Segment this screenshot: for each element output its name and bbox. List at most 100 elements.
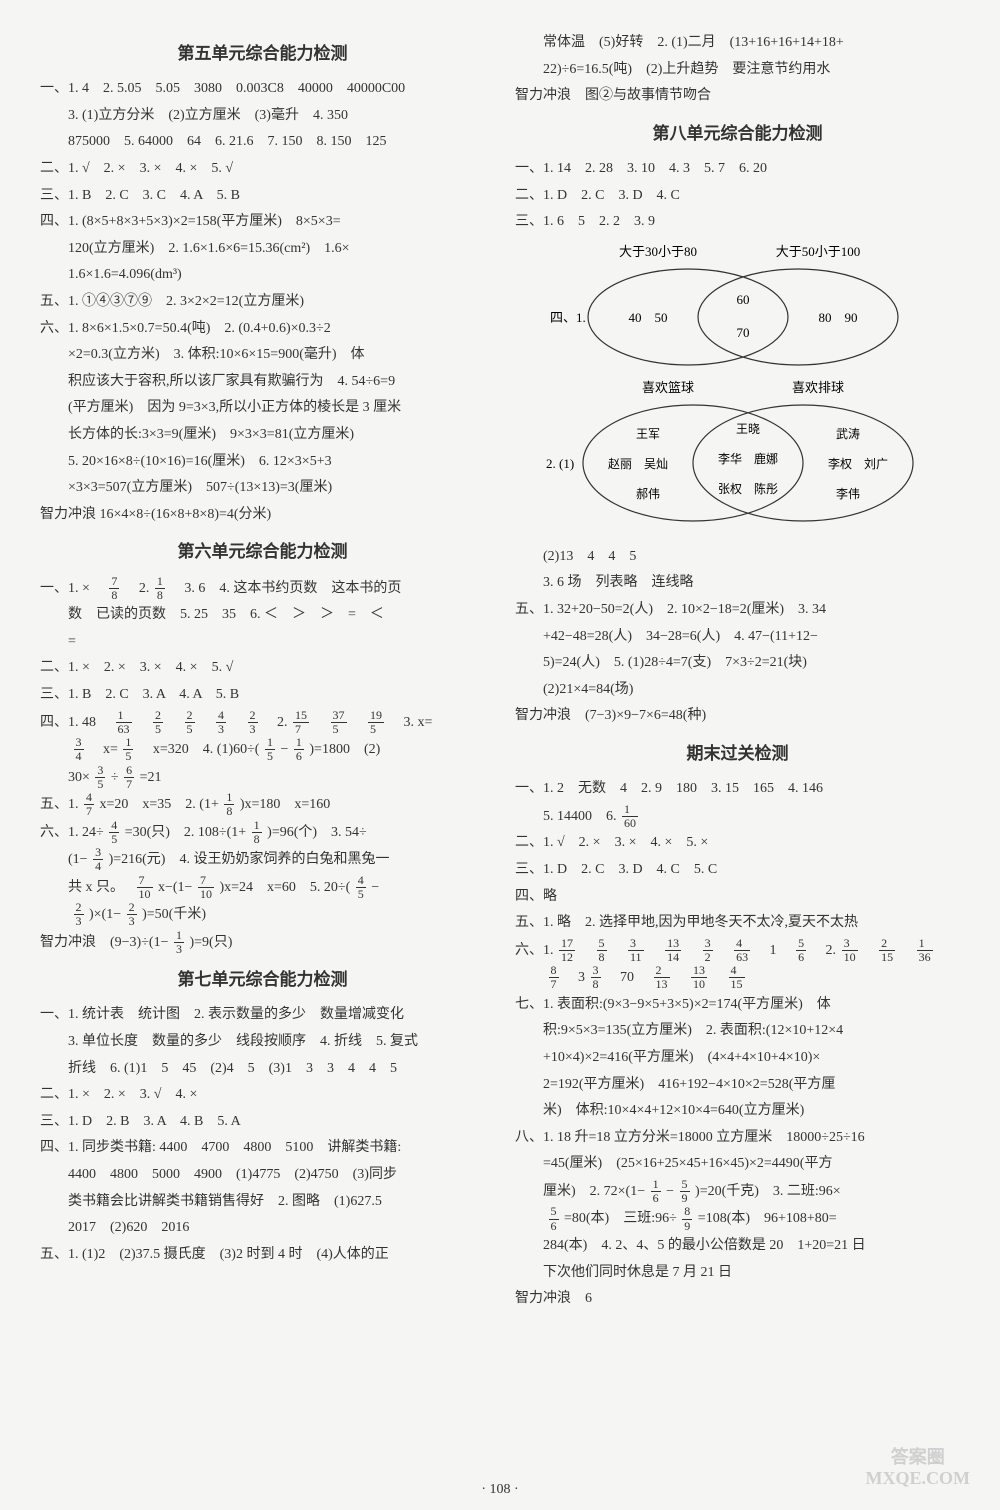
text-line: 六、1. 8×6×1.5×0.7=50.4(吨) 2. (0.4+0.6)×0.… xyxy=(40,316,485,343)
fraction: 23 xyxy=(74,901,84,928)
svg-text:张权 陈彤: 张权 陈彤 xyxy=(717,481,777,496)
t: =108(本) 96+108+80= xyxy=(698,1211,837,1226)
fraction: 58 xyxy=(597,937,607,964)
fraction: 463 xyxy=(734,937,750,964)
t: =30(只) 2. 108÷(1+ xyxy=(125,824,246,839)
text-line: 五、1. ①④③⑦⑨ 2. 3×2×2=12(立方厘米) xyxy=(40,289,485,316)
t: 一、1. × xyxy=(40,581,104,596)
t: )x=24 x=60 5. 20÷( xyxy=(219,879,350,894)
fraction: 18 xyxy=(252,819,262,846)
fraction: 16 xyxy=(294,736,304,763)
text-line: 四、1. 48 163 25 25 43 23 2. 157 375 195 3… xyxy=(40,709,485,737)
text-line: 智力冲浪 6 xyxy=(515,1286,960,1313)
text-line: +42−48=28(人) 34−28=6(人) 4. 47−(11+12− xyxy=(515,624,960,651)
svg-text:四、1.: 四、1. xyxy=(550,310,586,325)
t: 六、1. 24÷ xyxy=(40,824,104,839)
fraction: 1310 xyxy=(691,964,707,991)
t: )=216(元) 4. 设王奶奶家饲养的白兔和黑兔一 xyxy=(109,852,390,867)
fraction: 18 xyxy=(155,575,165,602)
fraction: 45 xyxy=(356,874,366,901)
text-line: 2=192(平方厘米) 416+192−4×10×2=528(平方厘 xyxy=(515,1072,960,1099)
fraction: 67 xyxy=(124,764,134,791)
text-line: 共 x 只。 710 x−(1− 710 )x=24 x=60 5. 20÷( … xyxy=(40,874,485,902)
fraction: 375 xyxy=(331,709,347,736)
t: )=1800 (2) xyxy=(309,742,380,757)
text-line: ×3×3=507(立方厘米) 507÷(13×13)=3(厘米) xyxy=(40,475,485,502)
text-line: 智力冲浪 (9−3)÷(1− 13 )=9(只) xyxy=(40,929,485,957)
text-line: 下次他们同时休息是 7 月 21 日 xyxy=(515,1260,960,1287)
t: =21 xyxy=(140,769,162,784)
svg-text:喜欢篮球: 喜欢篮球 xyxy=(641,380,693,395)
text-line: 一、1. 4 2. 5.05 5.05 3080 0.003C8 40000 4… xyxy=(40,76,485,103)
t: − xyxy=(280,742,288,757)
two-column-layout: 第五单元综合能力检测 一、1. 4 2. 5.05 5.05 3080 0.00… xyxy=(40,30,960,1480)
t: )=96(个) 3. 54÷ xyxy=(267,824,367,839)
svg-text:2. (1): 2. (1) xyxy=(546,456,574,471)
fraction: 47 xyxy=(84,791,94,818)
watermark-text: 答案圈 xyxy=(866,1447,970,1469)
text-line: (2)21×4=84(场) xyxy=(515,677,960,704)
t: − xyxy=(371,879,379,894)
svg-text:大于30小于80: 大于30小于80 xyxy=(618,244,696,259)
fraction: 136 xyxy=(917,937,933,964)
fraction: 1712 xyxy=(559,937,575,964)
fraction: 415 xyxy=(729,964,745,991)
text-line: 智力冲浪 16×4×8÷(16×8+8×8)=4(分米) xyxy=(40,502,485,529)
t: 70 xyxy=(606,970,648,985)
text-line: 二、1. × 2. × 3. × 4. × 5. √ xyxy=(40,655,485,682)
text-line: 厘米) 2. 72×(1− 16 − 59 )=20(千克) 3. 二班:96× xyxy=(515,1178,960,1206)
fraction: 16 xyxy=(651,1178,661,1205)
text-line: =45(厘米) (25×16+25×45+16×45)×2=4490(平方 xyxy=(515,1151,960,1178)
text-line: 三、1. B 2. C 3. C 4. A 5. B xyxy=(40,183,485,210)
fraction: 25 xyxy=(153,709,163,736)
t: x= xyxy=(89,742,118,757)
fraction: 23 xyxy=(127,901,137,928)
fraction: 56 xyxy=(549,1205,559,1232)
t xyxy=(40,742,68,757)
t: x=320 4. (1)60÷( xyxy=(139,742,260,757)
text-line: 5. 20×16×8÷(10×16)=16(厘米) 6. 12×3×5+3 xyxy=(40,449,485,476)
text-line: 二、1. √ 2. × 3. × 4. × 5. √ xyxy=(40,156,485,183)
t: 3. 6 4. 这本书约页数 这本书的页 xyxy=(170,581,401,596)
fraction: 35 xyxy=(95,764,105,791)
fraction: 78 xyxy=(109,575,119,602)
t: )×(1− xyxy=(89,907,121,922)
text-line: 一、1. × 78 2. 18 3. 6 4. 这本书约页数 这本书的页 xyxy=(40,575,485,603)
text-line: 5)=24(人) 5. (1)28÷4=7(支) 7×3÷2=21(块) xyxy=(515,650,960,677)
text-line: 米) 体积:10×4×4+12×10×4=640(立方厘米) xyxy=(515,1098,960,1125)
text-line: 3. 单位长度 数量的多少 线段按顺序 4. 折线 5. 复式 xyxy=(40,1029,485,1056)
svg-text:赵丽 吴灿: 赵丽 吴灿 xyxy=(607,457,667,471)
text-line: 一、1. 统计表 统计图 2. 表示数量的多少 数量增减变化 xyxy=(40,1002,485,1029)
t: ÷ xyxy=(111,769,119,784)
text-line: (2)13 4 4 5 xyxy=(515,544,960,571)
text-line: 五、1. (1)2 (2)37.5 摄氏度 (3)2 时到 4 时 (4)人体的… xyxy=(40,1242,485,1269)
text-line: 五、1. 47 x=20 x=35 2. (1+ 18 )x=180 x=160 xyxy=(40,791,485,819)
text-line: (平方厘米) 因为 9=3×3,所以小正方体的棱长是 3 厘米 xyxy=(40,395,485,422)
text-line: +10×4)×2=416(平方厘米) (4×4+4×10+4×10)× xyxy=(515,1045,960,1072)
fraction: 311 xyxy=(628,937,644,964)
t: 2. xyxy=(263,714,291,729)
fraction: 89 xyxy=(682,1205,692,1232)
t: 3. x= xyxy=(390,714,433,729)
t: − xyxy=(666,1184,674,1199)
fraction: 710 xyxy=(137,874,153,901)
fraction: 45 xyxy=(109,819,119,846)
text-line: 2017 (2)620 2016 xyxy=(40,1215,485,1242)
fraction: 43 xyxy=(216,709,226,736)
svg-text:40 50: 40 50 xyxy=(628,310,667,325)
text-line: 3. (1)立方分米 (2)立方厘米 (3)毫升 4. 350 xyxy=(40,103,485,130)
svg-text:李伟: 李伟 xyxy=(835,486,859,501)
fraction: 18 xyxy=(224,791,234,818)
svg-text:喜欢排球: 喜欢排球 xyxy=(791,380,843,395)
text-line: 六、1. 24÷ 45 =30(只) 2. 108÷(1+ 18 )=96(个)… xyxy=(40,819,485,847)
t: )x=180 x=160 xyxy=(240,797,330,812)
text-line: 四、略 xyxy=(515,884,960,911)
text-line: 三、1. D 2. C 3. D 4. C 5. C xyxy=(515,857,960,884)
text-line: 23 )×(1− 23 )=50(千米) xyxy=(40,901,485,929)
text-line: ×2=0.3(立方米) 3. 体积:10×6×15=900(毫升) 体 xyxy=(40,342,485,369)
text-line: 智力冲浪 (7−3)×9−7×6=48(种) xyxy=(515,703,960,730)
t: 2. xyxy=(812,943,840,958)
fraction: 710 xyxy=(198,874,214,901)
text-line: 一、1. 2 无数 4 2. 9 180 3. 15 165 4. 146 xyxy=(515,776,960,803)
text-line: 七、1. 表面积:(9×3−9×5+3×5)×2=174(平方厘米) 体 xyxy=(515,992,960,1019)
